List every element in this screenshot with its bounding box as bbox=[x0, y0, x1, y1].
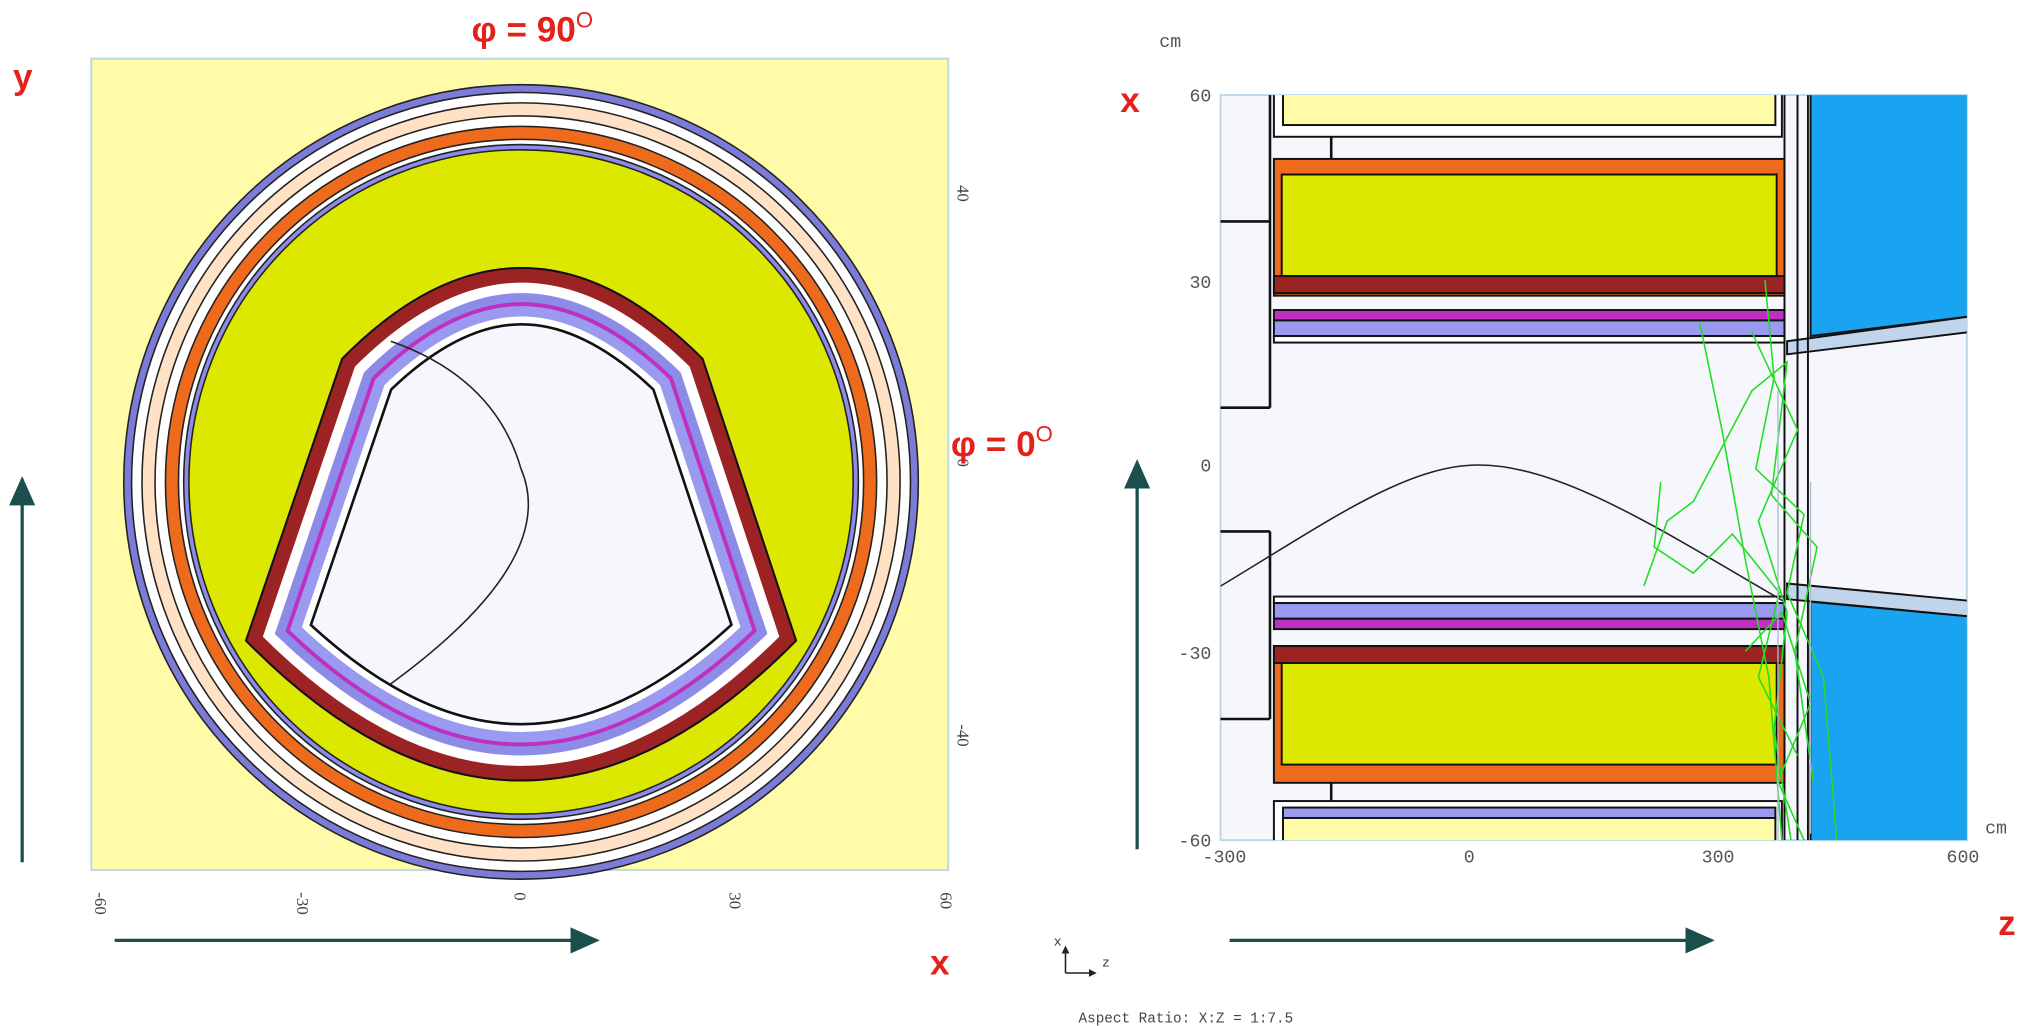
axis-label-y: y bbox=[13, 58, 33, 97]
x-tick-label: -300 bbox=[1203, 848, 1247, 868]
angle-label: φ = 0O bbox=[951, 422, 1053, 464]
icon-label: z bbox=[1102, 955, 1110, 970]
left-view: -60 -30 0 30 60 40 0 -40 y x φ = 90O φ =… bbox=[13, 7, 1053, 982]
angle-label: φ = 90O bbox=[472, 7, 594, 49]
aspect-ratio: Aspect Ratio: X:Z = 1:7.5 bbox=[1079, 1011, 1294, 1026]
angle-sup: O bbox=[576, 7, 593, 32]
orientation-icon: x z bbox=[1054, 935, 1110, 977]
y-tick-label: 60 bbox=[1190, 88, 1212, 108]
axis-label-x: x bbox=[930, 943, 950, 982]
angle-text: φ = 90 bbox=[472, 11, 576, 50]
y-tick-label: -30 bbox=[1179, 645, 1212, 665]
x-tick-label: 0 bbox=[1464, 848, 1475, 868]
y-ticks: 40 0 -40 bbox=[953, 185, 972, 747]
page: -60 -30 0 30 60 40 0 -40 y x φ = 90O φ =… bbox=[0, 0, 2032, 1026]
x-tick-label: -60 bbox=[91, 892, 110, 915]
x-tick-label: 300 bbox=[1702, 848, 1735, 868]
y-tick-label: 40 bbox=[953, 185, 972, 202]
x-tick-label: 60 bbox=[936, 892, 955, 909]
unit-label: cm bbox=[1985, 820, 2007, 840]
y-tick-label: 30 bbox=[1190, 274, 1212, 294]
x-ticks: -300 0 300 600 bbox=[1203, 848, 1980, 868]
angle-sup: O bbox=[1036, 422, 1053, 447]
x-ticks: -60 -30 0 30 60 bbox=[91, 892, 955, 915]
y-tick-label: -40 bbox=[953, 724, 972, 747]
x-tick-label: -30 bbox=[293, 892, 312, 915]
icon-label: x bbox=[1054, 935, 1062, 950]
unit-label: cm bbox=[1159, 33, 1181, 53]
x-tick-label: 600 bbox=[1947, 848, 1980, 868]
axis-label-x: x bbox=[1120, 81, 1140, 120]
y-tick-label: 0 bbox=[1200, 458, 1211, 478]
angle-text: φ = 0 bbox=[951, 425, 1036, 464]
x-tick-label: 0 bbox=[511, 892, 530, 900]
y-ticks: 60 30 0 -30 -60 bbox=[1179, 88, 1212, 853]
axis-label-z: z bbox=[1998, 904, 2016, 943]
right-view: 60 30 0 -30 -60 -300 0 300 600 cm cm x z… bbox=[1054, 33, 2016, 1026]
x-tick-label: 30 bbox=[725, 892, 744, 909]
